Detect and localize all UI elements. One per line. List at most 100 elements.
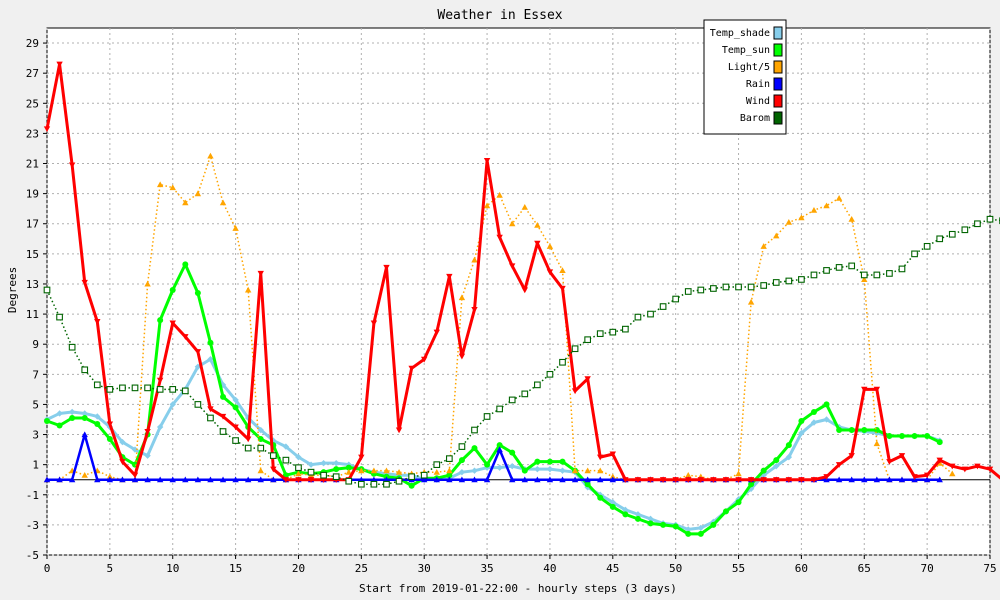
series-wind-point (735, 477, 742, 483)
series-barom-point (835, 264, 843, 271)
x-tick-label: 5 (107, 562, 114, 575)
series-temp-shade-point (156, 423, 164, 431)
series-temp-sun-point (798, 417, 805, 424)
series-barom-point (357, 480, 365, 488)
series-temp-shade-point (773, 462, 780, 470)
series-light-5-point (471, 256, 478, 263)
x-tick-label: 70 (921, 562, 934, 575)
series-light-5-point (521, 203, 528, 210)
grid (46, 28, 991, 556)
series-rain-point (156, 476, 164, 483)
series-temp-sun-point (760, 467, 767, 474)
series-rain-point (873, 476, 881, 483)
y-axis-label: Degrees (6, 267, 19, 313)
y-tick-label: 25 (26, 97, 39, 110)
series-wind-point (144, 428, 151, 435)
x-tick-label: 20 (292, 562, 305, 575)
x-tick-label: 40 (543, 562, 556, 575)
series-temp-sun-point (748, 481, 755, 488)
series-barom-point (810, 271, 818, 279)
series-barom-point (961, 226, 969, 234)
series-wind-point (936, 457, 943, 464)
series-temp-sun-point (773, 457, 780, 464)
series-temp-shade-point (282, 443, 290, 450)
series-rain-point (521, 476, 528, 483)
series-wind-point (182, 334, 189, 340)
series-rain-point (244, 476, 252, 483)
series-temp-sun-point (56, 422, 63, 429)
series-barom-point (244, 444, 252, 452)
series-barom-point (458, 443, 466, 450)
series-light-5-point (873, 440, 881, 447)
series-barom-point (747, 283, 755, 291)
series-barom-point (596, 330, 604, 338)
x-tick-label: 25 (355, 562, 368, 575)
x-tick-label: 50 (669, 562, 682, 575)
series-wind-point (521, 287, 528, 294)
y-tick-label: 3 (32, 429, 39, 442)
legend-swatch (773, 77, 783, 91)
series-wind-point (898, 453, 906, 459)
series-barom-point (886, 270, 893, 277)
series-wind-point (534, 240, 541, 247)
series-barom-point (974, 220, 981, 228)
series-wind-point (68, 162, 76, 169)
series-barom-point (81, 366, 89, 374)
series-barom-point (370, 480, 378, 488)
series-rain-point (471, 476, 478, 483)
series-temp-shade-point (257, 426, 264, 434)
series-barom-point (936, 235, 944, 243)
series-temp-sun-point (785, 442, 792, 449)
series-barom-point (823, 267, 830, 274)
series-barom-point (496, 405, 503, 413)
series-temp-shade-point (232, 396, 239, 404)
series-barom-point (798, 276, 805, 283)
legend-swatch (773, 43, 783, 57)
series-rain-point (936, 476, 943, 483)
legend-swatch (773, 94, 783, 108)
x-tick-label: 0 (44, 562, 51, 575)
series-wind-point (974, 463, 981, 470)
series-temp-shade-point (144, 452, 151, 459)
series-light-5-point (207, 152, 214, 159)
series-temp-sun-point (609, 503, 616, 510)
y-tick-label: 9 (32, 338, 39, 351)
series-wind-point (156, 377, 164, 384)
series-light-5-point (182, 199, 189, 206)
series-wind-point (81, 279, 88, 286)
series-rain-point (458, 476, 466, 483)
series-wind-point (244, 436, 252, 443)
series-wind-point (609, 451, 616, 458)
series-rain-point (119, 476, 126, 483)
series-wind-point (848, 453, 855, 459)
series-wind-point (370, 320, 378, 327)
series-barom-point (181, 387, 189, 395)
series-wind-point (433, 329, 440, 336)
series-temp-sun-point (810, 408, 817, 415)
series-light-5-point (823, 202, 830, 209)
series-rain-point (370, 476, 378, 483)
series-wind-point (119, 459, 126, 465)
series-temp-sun-point (672, 523, 679, 530)
series-temp-sun-point (207, 339, 214, 346)
legend-box (703, 19, 787, 135)
series-temp-shade-point (609, 499, 616, 506)
series-temp-shade-point (68, 408, 76, 416)
series-barom-point (571, 345, 579, 353)
series-wind-point (546, 269, 554, 276)
series-light-5-point (949, 470, 956, 477)
x-tick-label: 45 (606, 562, 619, 575)
series-rain-point (898, 476, 906, 483)
series-wind-point (747, 477, 755, 483)
series-barom-point (56, 313, 63, 321)
y-tick-label: 11 (26, 308, 39, 321)
series-temp-shade-point (747, 485, 755, 492)
series-rain-point (81, 431, 88, 438)
series-wind-point (886, 459, 893, 465)
series-barom-point (131, 384, 139, 392)
series-wind-point (257, 270, 264, 277)
series-barom-point (948, 230, 956, 238)
series-temp-shade-point (509, 462, 516, 470)
series-temp-sun-point (836, 427, 843, 434)
